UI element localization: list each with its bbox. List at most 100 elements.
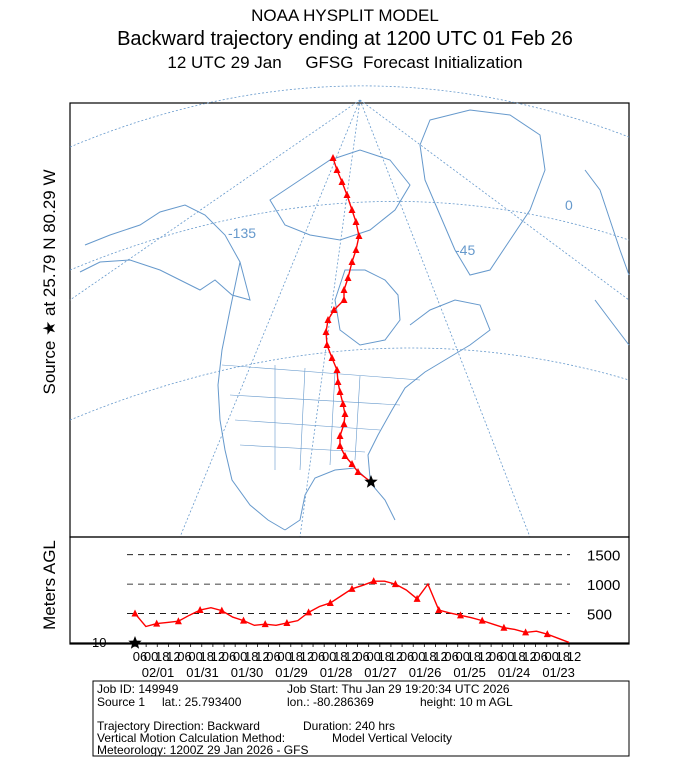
- trajectory-map-path: [322, 154, 378, 488]
- time-tick-label: 06: [266, 649, 280, 664]
- time-tick-label: 18: [155, 649, 169, 664]
- grid-latitude-45: [69, 201, 630, 271]
- date-label-01-29: 01/29: [275, 665, 308, 680]
- grid-label-0: 0: [565, 197, 573, 213]
- time-tick-label: 12: [255, 649, 269, 664]
- grid-label--135: -135: [228, 225, 256, 241]
- time-tick-label: 00: [188, 649, 202, 664]
- time-tick-label: 00: [411, 649, 425, 664]
- trajectory-map-polyline: [325, 157, 372, 483]
- grid-meridian-4: [359, 99, 630, 301]
- chart-initialization-line: 12 UTC 29 Jan GFSG Forecast Initializati…: [167, 53, 523, 72]
- info-job-id: Job ID: 149949: [97, 682, 179, 696]
- altitude-point-156h: [283, 618, 291, 626]
- time-tick-label: 18: [556, 649, 570, 664]
- date-label-01-24: 01/24: [498, 665, 531, 680]
- y-tick-label-1500: 1500: [587, 548, 620, 565]
- map-layer: -135 -45 0: [69, 85, 630, 538]
- date-label-01-27: 01/27: [364, 665, 397, 680]
- altitude-point-48h: [478, 616, 486, 624]
- altitude-point-132h: [326, 598, 334, 606]
- date-label-01-31: 01/31: [186, 665, 219, 680]
- info-vertical-method: Vertical Motion Calculation Method:: [97, 731, 286, 745]
- time-tick-label: 18: [200, 649, 214, 664]
- coastline-europe: [584, 169, 630, 346]
- time-tick-label: 12: [567, 649, 581, 664]
- time-tick-label: 06: [444, 649, 458, 664]
- date-label-01-30: 01/30: [231, 665, 264, 680]
- time-tick-label: 00: [144, 649, 158, 664]
- info-duration: Duration: 240 hrs: [303, 719, 396, 733]
- time-tick-label: 06: [222, 649, 236, 664]
- trajectory-map-point: [328, 354, 336, 361]
- trajectory-map-point: [355, 232, 363, 239]
- altitude-point-12h: [543, 630, 551, 638]
- altitude-point-168h: [261, 620, 269, 628]
- trajectory-map-point: [336, 432, 344, 439]
- time-tick-label: 18: [378, 649, 392, 664]
- y-tick-label-1000: 1000: [587, 577, 620, 594]
- info-lat: lat.: 25.793400: [162, 695, 242, 709]
- altitude-source-star: [128, 636, 142, 649]
- trajectory-map-point: [338, 178, 346, 185]
- time-tick-label: 12: [211, 649, 225, 664]
- coastline-west: [217, 261, 286, 531]
- time-tick-label: 12: [166, 649, 180, 664]
- altitude-point-36h: [500, 623, 508, 631]
- time-tick-label: 12: [478, 649, 492, 664]
- coastline-east: [367, 299, 491, 479]
- trajectory-map-point: [333, 166, 341, 173]
- altitude-point-60h: [457, 611, 464, 619]
- y-tick-label-500: 500: [587, 607, 612, 624]
- grid-label--45: -45: [455, 242, 475, 258]
- info-vertical-model: Model Vertical Velocity: [332, 731, 453, 745]
- time-tick-label: 12: [344, 649, 358, 664]
- trajectory-map-point: [336, 388, 344, 395]
- trajectory-map-point: [348, 206, 356, 213]
- trajectory-map-point: [333, 366, 341, 373]
- date-label-02-01: 02/01: [142, 665, 175, 680]
- time-tick-label: 06: [400, 649, 414, 664]
- altitude-point-192h: [218, 606, 226, 614]
- altitude-point-180h: [240, 616, 247, 624]
- altitude-point-72h: [435, 606, 443, 614]
- us-state-borders: [221, 364, 421, 471]
- chart-subtitle: Backward trajectory ending at 1200 UTC 0…: [117, 28, 573, 50]
- time-tick-label: 00: [500, 649, 514, 664]
- date-label-01-26: 01/26: [409, 665, 442, 680]
- time-tick-label: 00: [233, 649, 247, 664]
- time-tick-label: 12: [433, 649, 447, 664]
- trajectory-map-point: [344, 274, 352, 281]
- grid-meridian-1: [179, 99, 361, 538]
- time-tick-label: 00: [322, 649, 336, 664]
- coastline-mexico-gulf: [284, 467, 396, 531]
- time-tick-label: 12: [389, 649, 403, 664]
- trajectory-map-point: [348, 258, 356, 265]
- altitude-point-96h: [391, 580, 399, 588]
- trajectory-map-point: [339, 400, 347, 407]
- info-lon: lon.: -80.286369: [287, 695, 374, 709]
- trajectory-map-point: [329, 154, 337, 161]
- coastline-arctic-islands: [269, 149, 411, 241]
- time-tick-label: 18: [244, 649, 258, 664]
- grid-latitude-60: [69, 85, 630, 148]
- altitude-point-108h: [370, 577, 378, 585]
- baseline-label: 10: [92, 635, 106, 650]
- altitude-point-84h: [413, 594, 421, 602]
- trajectory-map-point: [323, 341, 331, 348]
- chart-title: NOAA HYSPLIT MODEL: [251, 6, 439, 25]
- trajectory-map-point: [334, 378, 342, 385]
- info-source: Source 1: [97, 695, 146, 709]
- trajectory-map-point: [336, 442, 344, 449]
- map-source-star: [364, 475, 378, 488]
- altitude-frame: [69, 536, 630, 645]
- trajectory-map-point: [340, 296, 348, 303]
- trajectory-map-point: [354, 468, 362, 475]
- time-tick-label: 06: [355, 649, 369, 664]
- trajectory-map-point: [341, 452, 349, 459]
- trajectory-map-point: [340, 420, 348, 427]
- altitude-point-216h: [174, 617, 182, 625]
- altitude-point-240h: [131, 609, 139, 617]
- time-tick-label: 00: [366, 649, 380, 664]
